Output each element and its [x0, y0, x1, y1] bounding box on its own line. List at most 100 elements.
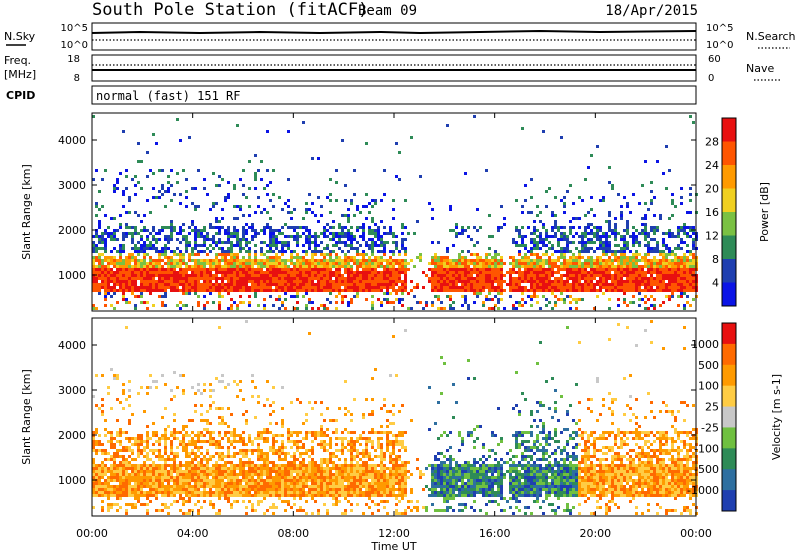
heatmap-cell	[146, 265, 149, 268]
heatmap-cell	[278, 229, 281, 232]
heatmap-cell	[197, 479, 200, 482]
heatmap-cell	[350, 202, 353, 205]
heatmap-cell	[383, 226, 386, 229]
heatmap-cell	[179, 488, 182, 491]
heatmap-cell	[263, 458, 266, 461]
heatmap-cell	[542, 277, 545, 280]
heatmap-cell	[272, 229, 275, 232]
heatmap-cell	[458, 232, 461, 235]
freq-label-1: Freq.	[4, 54, 31, 67]
heatmap-cell	[245, 461, 248, 464]
heatmap-cell	[287, 211, 290, 214]
heatmap-cell	[557, 229, 560, 232]
heatmap-cell	[131, 470, 134, 473]
heatmap-cell	[119, 265, 122, 268]
power-colorbar-label: Power [dB]	[758, 182, 771, 242]
heatmap-cell	[194, 208, 197, 211]
heatmap-cell	[632, 280, 635, 283]
heatmap-cell	[263, 265, 266, 268]
heatmap-cell	[686, 301, 689, 304]
heatmap-cell	[380, 238, 383, 241]
heatmap-cell	[590, 259, 593, 262]
heatmap-cell	[209, 494, 212, 497]
heatmap-cell	[113, 467, 116, 470]
heatmap-cell	[674, 259, 677, 262]
heatmap-cell	[623, 244, 626, 247]
heatmap-cell	[365, 217, 368, 220]
heatmap-cell	[545, 274, 548, 277]
heatmap-cell	[119, 244, 122, 247]
heatmap-cell	[593, 250, 596, 253]
heatmap-cell	[392, 301, 395, 304]
heatmap-cell	[95, 449, 98, 452]
heatmap-cell	[158, 271, 161, 274]
heatmap-cell	[578, 286, 581, 289]
heatmap-cell	[461, 289, 464, 292]
heatmap-cell	[251, 503, 254, 506]
heatmap-cell	[662, 271, 665, 274]
heatmap-cell	[209, 292, 212, 295]
heatmap-cell	[221, 422, 224, 425]
heatmap-cell	[344, 271, 347, 274]
heatmap-cell	[575, 298, 578, 301]
heatmap-cell	[122, 485, 125, 488]
heatmap-cell	[191, 464, 194, 467]
heatmap-cell	[221, 419, 224, 422]
heatmap-cell	[359, 244, 362, 247]
heatmap-cell	[242, 256, 245, 259]
heatmap-cell	[497, 268, 500, 271]
heatmap-cell	[209, 437, 212, 440]
heatmap-cell	[287, 178, 290, 181]
heatmap-cell	[194, 473, 197, 476]
heatmap-cell	[122, 274, 125, 277]
heatmap-cell	[263, 271, 266, 274]
heatmap-cell	[119, 247, 122, 250]
heatmap-cell	[236, 232, 239, 235]
heatmap-cell	[140, 470, 143, 473]
heatmap-cell	[95, 280, 98, 283]
heatmap-cell	[197, 488, 200, 491]
heatmap-cell	[218, 470, 221, 473]
heatmap-cell	[296, 292, 299, 295]
heatmap-cell	[221, 470, 224, 473]
heatmap-cell	[131, 479, 134, 482]
heatmap-cell	[98, 235, 101, 238]
heatmap-cell	[185, 479, 188, 482]
heatmap-cell	[392, 265, 395, 268]
heatmap-cell	[131, 253, 134, 256]
heatmap-cell	[563, 211, 566, 214]
heatmap-cell	[647, 265, 650, 268]
heatmap-cell	[134, 184, 137, 187]
heatmap-cell	[347, 301, 350, 304]
heatmap-cell	[275, 244, 278, 247]
heatmap-cell	[536, 265, 539, 268]
heatmap-cell	[230, 283, 233, 286]
heatmap-cell	[146, 268, 149, 271]
heatmap-cell	[122, 244, 125, 247]
heatmap-cell	[296, 253, 299, 256]
heatmap-cell	[185, 431, 188, 434]
heatmap-cell	[461, 229, 464, 232]
heatmap-cell	[518, 232, 521, 235]
heatmap-cell	[368, 202, 371, 205]
heatmap-cell	[458, 289, 461, 292]
heatmap-cell	[161, 467, 164, 470]
heatmap-cell	[329, 199, 332, 202]
heatmap-cell	[314, 250, 317, 253]
heatmap-cell	[368, 247, 371, 250]
heatmap-cell	[347, 268, 350, 271]
heatmap-cell	[140, 274, 143, 277]
heatmap-cell	[260, 247, 263, 250]
heatmap-cell	[647, 262, 650, 265]
heatmap-cell	[365, 142, 368, 145]
heatmap-cell	[560, 232, 563, 235]
heatmap-cell	[206, 431, 209, 434]
heatmap-cell	[467, 265, 470, 268]
heatmap-cell	[326, 247, 329, 250]
heatmap-cell	[158, 196, 161, 199]
heatmap-cell	[122, 286, 125, 289]
heatmap-cell	[674, 205, 677, 208]
heatmap-cell	[560, 265, 563, 268]
heatmap-cell	[260, 437, 263, 440]
heatmap-cell	[191, 470, 194, 473]
